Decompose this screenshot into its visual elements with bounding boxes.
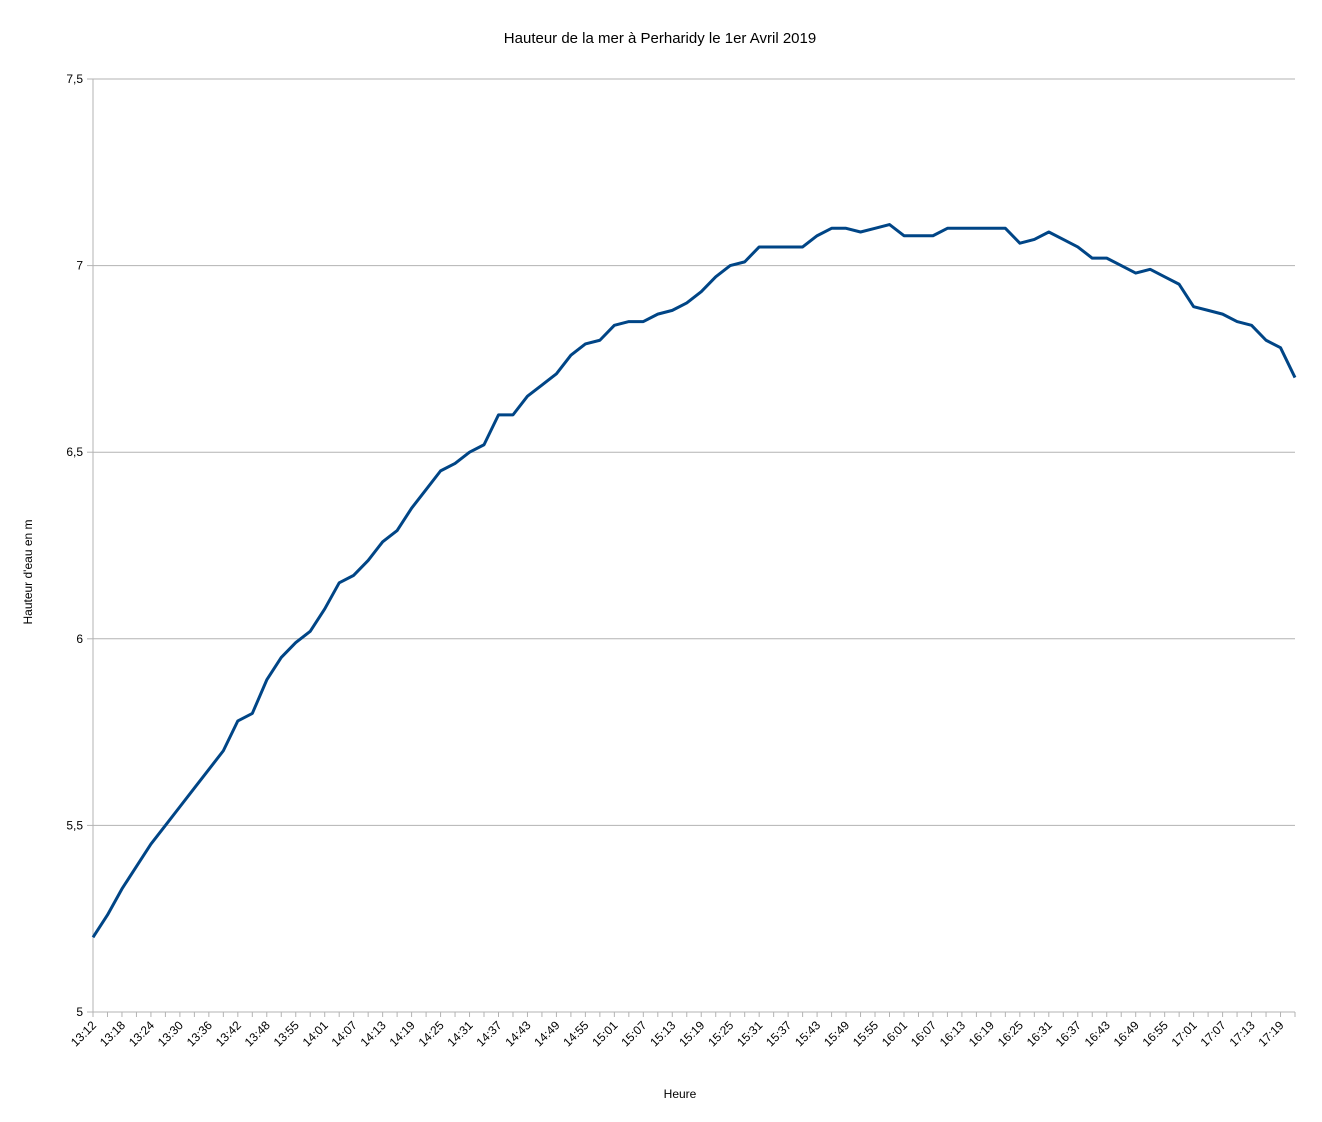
x-tick-label: 15:31 — [734, 1018, 765, 1049]
x-tick-label: 13:30 — [155, 1018, 186, 1049]
x-tick-label: 15:49 — [821, 1018, 852, 1049]
x-tick-label: 13:18 — [97, 1018, 128, 1049]
x-tick-label: 17:01 — [1169, 1018, 1200, 1049]
x-tick-label: 16:49 — [1111, 1018, 1142, 1049]
x-tick-label: 16:43 — [1082, 1018, 1113, 1049]
x-tick-label: 16:37 — [1053, 1018, 1084, 1049]
x-tick-label: 16:01 — [879, 1018, 910, 1049]
y-axis-label: Hauteur d'eau en m — [21, 519, 35, 624]
x-tick-label: 15:19 — [676, 1018, 707, 1049]
y-tick-label: 6 — [76, 632, 83, 646]
x-tick-label: 14:01 — [300, 1018, 331, 1049]
x-tick-label: 13:48 — [242, 1018, 273, 1049]
chart-title: Hauteur de la mer à Perharidy le 1er Avr… — [504, 30, 816, 47]
x-tick-label: 13:42 — [213, 1018, 244, 1049]
x-tick-label: 14:07 — [329, 1018, 360, 1049]
x-tick-label: 16:55 — [1140, 1018, 1171, 1049]
y-tick-label: 6,5 — [66, 445, 83, 459]
y-tick-label: 7,5 — [66, 72, 83, 86]
x-tick-label: 16:07 — [908, 1018, 939, 1049]
x-tick-label: 15:01 — [589, 1018, 620, 1049]
y-tick-label: 5,5 — [66, 818, 83, 832]
x-tick-label: 15:43 — [792, 1018, 823, 1049]
x-tick-label: 14:43 — [502, 1018, 533, 1049]
x-tick-label: 14:55 — [560, 1018, 591, 1049]
x-tick-label: 15:13 — [647, 1018, 678, 1049]
x-tick-label: 16:13 — [937, 1018, 968, 1049]
x-tick-label: 16:31 — [1024, 1018, 1055, 1049]
x-tick-label: 13:12 — [68, 1018, 99, 1049]
x-tick-label: 17:13 — [1227, 1018, 1258, 1049]
data-line — [91, 223, 1297, 939]
x-tick-label: 16:25 — [995, 1018, 1026, 1049]
x-tick-label: 16:19 — [966, 1018, 997, 1049]
x-tick-label: 14:13 — [358, 1018, 389, 1049]
x-tick-label: 13:24 — [126, 1018, 157, 1049]
x-tick-label: 15:37 — [763, 1018, 794, 1049]
x-tick-label: 15:55 — [850, 1018, 881, 1049]
x-tick-label: 13:36 — [184, 1018, 215, 1049]
x-tick-label: 14:37 — [473, 1018, 504, 1049]
x-axis-label: Heure — [664, 1087, 697, 1101]
x-tick-label: 14:19 — [387, 1018, 418, 1049]
y-tick-label: 5 — [76, 1005, 83, 1019]
x-tick-label: 17:07 — [1198, 1018, 1229, 1049]
x-tick-label: 14:31 — [445, 1018, 476, 1049]
x-tick-label: 15:25 — [705, 1018, 736, 1049]
x-tick-label: 17:19 — [1256, 1018, 1287, 1049]
x-tick-label: 14:25 — [416, 1018, 447, 1049]
x-tick-label: 14:49 — [531, 1018, 562, 1049]
x-tick-label: 15:07 — [618, 1018, 649, 1049]
y-tick-label: 7 — [76, 259, 83, 273]
x-tick-label: 13:55 — [271, 1018, 302, 1049]
